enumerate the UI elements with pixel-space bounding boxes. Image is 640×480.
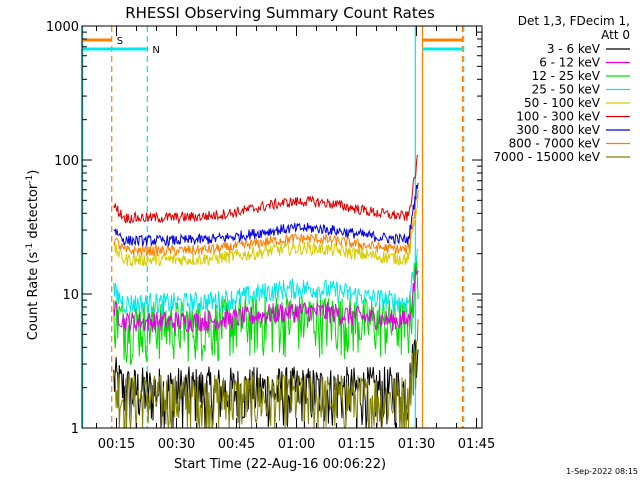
y-tick-label: 1 xyxy=(71,422,79,437)
flag-n-label: N xyxy=(152,45,159,56)
legend-label: 25 - 50 keV xyxy=(532,83,601,97)
series-line-3 xyxy=(113,248,419,315)
legend-label: 12 - 25 keV xyxy=(532,69,601,83)
legend-label: 6 - 12 keV xyxy=(539,56,601,70)
series-line-4 xyxy=(113,191,419,268)
plot-area: SN xyxy=(81,26,465,429)
x-tick-label: 01:45 xyxy=(458,437,495,452)
series-line-1 xyxy=(113,267,419,333)
x-tick-label: 01:15 xyxy=(338,437,375,452)
y-tick-label: 1000 xyxy=(46,20,79,35)
x-tick-label: 01:00 xyxy=(278,437,315,452)
legend-label: 100 - 300 keV xyxy=(516,110,600,124)
series-line-2 xyxy=(113,256,419,366)
legend-label: 300 - 800 keV xyxy=(516,123,600,137)
axes: 1 10 100 1000 00:15 00:30 00:45 01:00 01:15 01:30… xyxy=(46,20,495,452)
plot-frame xyxy=(81,25,483,429)
x-tick-label: 00:45 xyxy=(218,437,255,452)
legend-label: 50 - 100 keV xyxy=(524,96,601,110)
legend-label: 3 - 6 keV xyxy=(547,42,601,56)
legend-title-line1: Det 1,3, FDecim 1, xyxy=(518,14,630,28)
y-axis-label: Count Rate (s-1 detector-1) xyxy=(25,170,41,341)
x-tick-label: 00:15 xyxy=(98,437,135,452)
flag-s-label: S xyxy=(117,36,123,47)
y-tick-label: 10 xyxy=(62,288,79,303)
y-tick-label: 100 xyxy=(54,154,79,169)
legend-label: 7000 - 15000 keV xyxy=(493,150,600,164)
legend-label: 800 - 7000 keV xyxy=(509,137,601,151)
x-tick-label: 01:30 xyxy=(398,437,435,452)
footer-timestamp: 1-Sep-2022 08:15 xyxy=(566,467,638,476)
series-line-8 xyxy=(113,319,419,429)
series-line-6 xyxy=(113,182,419,248)
series-line-7 xyxy=(113,190,419,257)
x-axis-label: Start Time (22-Aug-16 00:06:22) xyxy=(174,457,386,472)
x-tick-label: 00:30 xyxy=(158,437,195,452)
legend-title-line2: Att 0 xyxy=(601,28,630,42)
series-line-5 xyxy=(113,154,419,225)
chart-title: RHESSI Observing Summary Count Rates xyxy=(125,4,435,22)
